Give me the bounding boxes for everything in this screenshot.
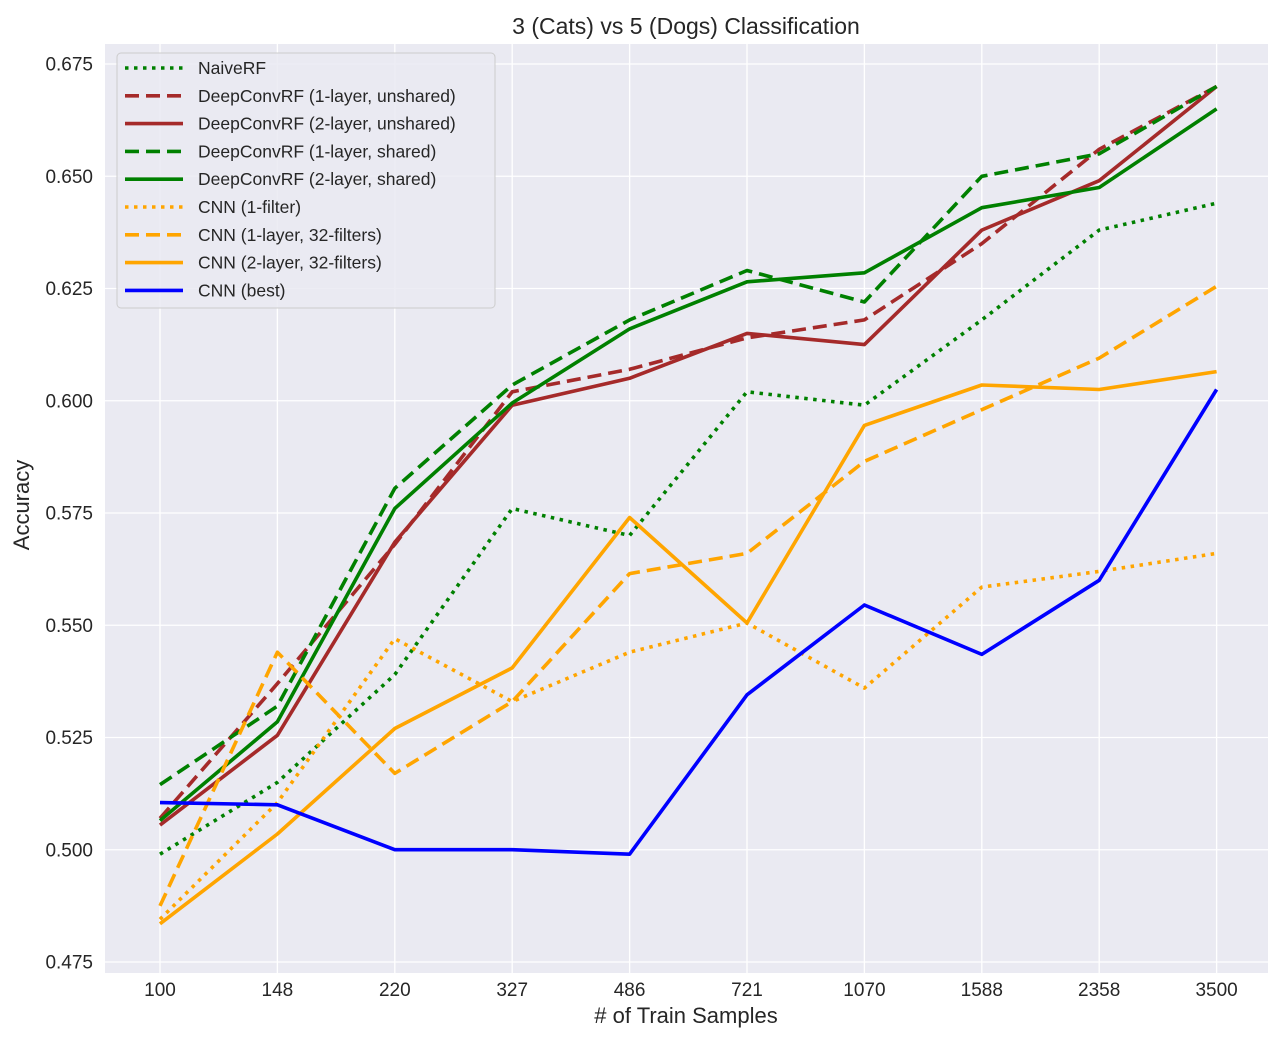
legend-label: CNN (1-layer, 32-filters): [198, 225, 382, 245]
series-line: [158, 85, 1218, 827]
x-tick-label: 1588: [961, 980, 1003, 1001]
series-line: [158, 84, 1218, 787]
legend-label: CNN (1-filter): [198, 197, 301, 217]
legend-label: DeepConvRF (1-layer, unshared): [198, 86, 456, 106]
y-tick-label: 0.550: [45, 616, 93, 637]
legend-box: [116, 52, 496, 309]
series-lines: [158, 84, 1219, 926]
series-line: [158, 107, 1218, 822]
legend-label: DeepConvRF (1-layer, shared): [198, 141, 436, 161]
x-tick-label: 721: [731, 980, 763, 1001]
x-tick-label: 3500: [1195, 980, 1237, 1001]
x-tick-label: 148: [262, 980, 294, 1001]
x-tick-label: 220: [379, 980, 411, 1001]
series-line: [158, 284, 1218, 907]
y-tick-label: 0.625: [45, 279, 93, 300]
legend-label: CNN (best): [198, 280, 286, 300]
y-axis-label: Accuracy: [9, 460, 34, 550]
series-line: [159, 388, 1219, 857]
y-tick-label: 0.500: [45, 840, 93, 861]
legend-label: DeepConvRF (2-layer, unshared): [198, 114, 456, 134]
x-tick-labels: 100 148 220 327 486 721 1070 1588 2358 3500: [144, 980, 1238, 1001]
legend-label: NaiveRF: [198, 58, 266, 78]
series-line: [158, 369, 1217, 926]
y-tick-label: 0.525: [45, 728, 93, 749]
y-tick-label: 0.650: [45, 167, 93, 188]
x-tick-label: 1070: [843, 980, 885, 1001]
y-tick-label: 0.600: [45, 391, 93, 412]
x-tick-label: 2358: [1078, 980, 1120, 1001]
x-tick-label: 327: [496, 980, 528, 1001]
x-tick-label: 100: [144, 980, 176, 1001]
y-tick-label: 0.475: [45, 953, 93, 974]
series-line: [159, 201, 1218, 856]
legend-label: CNN (2-layer, 32-filters): [198, 253, 382, 273]
x-tick-label: 486: [614, 980, 646, 1001]
legend-label: DeepConvRF (2-layer, shared): [198, 169, 436, 189]
x-axis-label: # of Train Samples: [594, 1003, 777, 1028]
legend: NaiveRF DeepConvRF (1-layer, unshared) Dee…: [116, 52, 496, 309]
chart-title: 3 (Cats) vs 5 (Dogs) Classification: [512, 13, 860, 39]
y-tick-label: 0.675: [45, 55, 93, 76]
y-tick-labels: 0.475 0.500 0.525 0.550 0.575 0.600 0.625 0.650…: [45, 55, 93, 974]
y-tick-label: 0.575: [45, 504, 93, 525]
